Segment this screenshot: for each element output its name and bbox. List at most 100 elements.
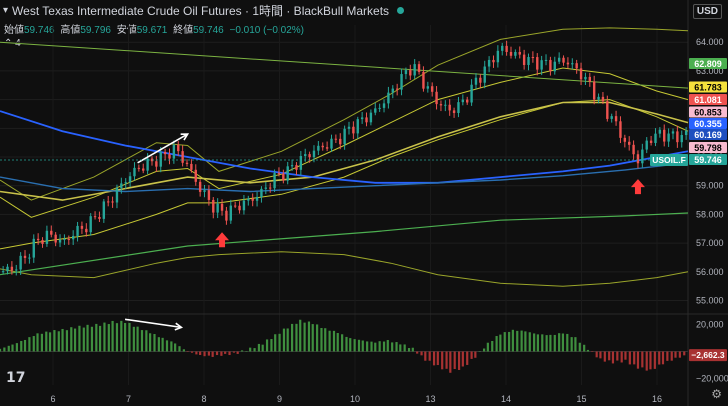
candle-body bbox=[168, 154, 171, 159]
osc-bar bbox=[48, 332, 52, 352]
candle-body bbox=[426, 86, 430, 89]
candle-body bbox=[102, 201, 106, 219]
candle-body bbox=[588, 76, 592, 82]
osc-bar bbox=[478, 351, 481, 352]
osc-bar bbox=[357, 339, 361, 352]
osc-bar bbox=[578, 342, 581, 352]
osc-bar bbox=[670, 351, 673, 361]
osc-bar bbox=[678, 351, 681, 358]
osc-bar bbox=[11, 344, 14, 352]
osc-bar bbox=[453, 351, 456, 370]
osc-bar bbox=[641, 351, 644, 368]
ma-darkblue-line bbox=[0, 162, 689, 193]
osc-bar bbox=[240, 350, 244, 352]
osc-bar bbox=[78, 325, 81, 352]
candle-body bbox=[632, 144, 635, 155]
candle-body bbox=[667, 133, 670, 142]
candle-body bbox=[98, 216, 101, 219]
candle-body bbox=[107, 201, 110, 203]
candle-body bbox=[636, 154, 640, 164]
candle-body bbox=[58, 239, 62, 243]
candle-body bbox=[409, 70, 412, 76]
chevron-down-icon[interactable]: ▾ bbox=[3, 4, 9, 16]
osc-bar bbox=[403, 344, 406, 352]
candle-body bbox=[181, 151, 184, 163]
osc-bar bbox=[65, 330, 69, 352]
candle-body bbox=[544, 59, 548, 61]
osc-bar bbox=[107, 324, 110, 352]
osc-bar bbox=[428, 351, 431, 361]
osc-current-value: −2,662.3 bbox=[691, 350, 725, 360]
osc-bar bbox=[616, 351, 619, 361]
osc-bar bbox=[290, 323, 294, 352]
candle-body bbox=[562, 57, 565, 63]
candle-body bbox=[172, 144, 176, 159]
osc-bar bbox=[553, 334, 556, 352]
price-label-bg bbox=[689, 118, 727, 129]
candle-body bbox=[614, 116, 618, 122]
candle-body bbox=[54, 234, 57, 243]
osc-bar bbox=[533, 333, 536, 352]
osc-bar bbox=[420, 351, 423, 356]
candle-body bbox=[36, 238, 40, 241]
osc-bar bbox=[520, 330, 523, 352]
open-value: 59.746 bbox=[24, 25, 55, 36]
descending-trendline bbox=[0, 41, 689, 89]
symbol-tag-bg bbox=[650, 154, 688, 166]
gear-icon[interactable]: ⚙ bbox=[711, 387, 722, 401]
candle-body bbox=[518, 51, 521, 55]
y-tick-label: 58.000 bbox=[696, 209, 724, 219]
osc-bar bbox=[53, 330, 56, 352]
candle-body bbox=[483, 66, 486, 83]
upper-outer-band bbox=[0, 27, 689, 201]
candle-body bbox=[334, 138, 338, 140]
osc-bar bbox=[253, 348, 256, 352]
candle-body bbox=[277, 173, 281, 175]
candle-body bbox=[50, 230, 53, 235]
candle-body bbox=[628, 141, 631, 145]
osc-bar bbox=[207, 351, 211, 356]
osc-bar bbox=[23, 339, 27, 352]
candle-body bbox=[194, 169, 197, 182]
candle-body bbox=[321, 145, 324, 148]
osc-bar bbox=[603, 351, 606, 362]
osc-bar bbox=[174, 343, 177, 352]
osc-bar bbox=[257, 343, 261, 352]
candle-body bbox=[654, 133, 657, 143]
osc-bar bbox=[461, 351, 464, 367]
candle-body bbox=[610, 116, 613, 119]
osc-bar bbox=[149, 333, 152, 352]
candle-body bbox=[124, 182, 127, 184]
candle-body bbox=[641, 149, 644, 164]
candle-body bbox=[225, 210, 228, 221]
osc-bar bbox=[98, 325, 102, 352]
candle-body bbox=[452, 110, 456, 113]
osc-bar bbox=[182, 349, 185, 352]
osc-bar bbox=[45, 331, 48, 352]
osc-bar bbox=[61, 328, 64, 352]
osc-bar bbox=[649, 351, 652, 370]
osc-bar bbox=[128, 322, 131, 352]
x-tick-label: 7 bbox=[126, 394, 131, 404]
osc-bar bbox=[73, 328, 77, 352]
osc-bar bbox=[123, 322, 127, 352]
osc-bar bbox=[353, 339, 356, 352]
candle-body bbox=[448, 104, 451, 111]
osc-bar bbox=[391, 342, 394, 352]
candle-body bbox=[619, 121, 622, 138]
candle-body bbox=[684, 130, 688, 136]
candle-body bbox=[142, 168, 145, 171]
x-tick-label: 13 bbox=[425, 394, 435, 404]
osc-bar bbox=[170, 341, 173, 352]
osc-bar bbox=[486, 342, 489, 352]
candle-body bbox=[540, 60, 543, 70]
candle-body bbox=[229, 205, 232, 221]
currency-badge[interactable]: USD bbox=[692, 4, 722, 19]
osc-bar bbox=[674, 351, 677, 358]
osc-bar bbox=[407, 348, 411, 352]
osc-bar bbox=[424, 351, 427, 361]
candle-body bbox=[255, 196, 259, 201]
x-tick-label: 14 bbox=[501, 394, 511, 404]
osc-bar bbox=[157, 337, 160, 352]
